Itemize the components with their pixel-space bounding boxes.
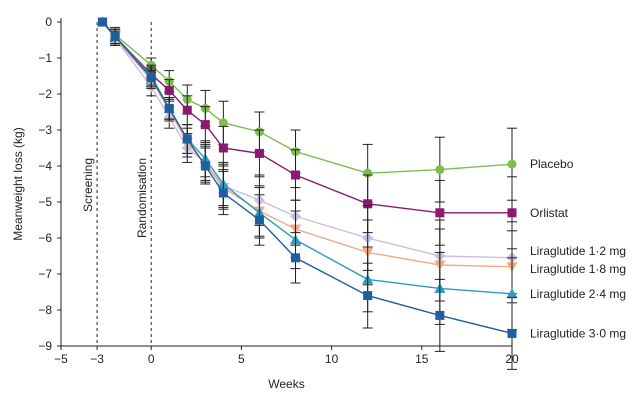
data-point (200, 120, 210, 130)
y-tick-label: −2 (38, 87, 52, 101)
axes: −5 −3 0 5 10 15 20 0−1−2−3−4−5−6−7−8−9 (38, 15, 519, 366)
data-point (435, 208, 445, 218)
data-point (110, 31, 120, 41)
y-tick-label: −8 (38, 303, 52, 317)
series-line (101, 21, 513, 268)
series-line (101, 21, 512, 214)
y-axis-title: Meanweight loss (kg) (11, 127, 25, 240)
data-point (182, 134, 192, 144)
data-point (146, 73, 156, 83)
series-layer (96, 16, 518, 370)
data-point (200, 161, 210, 171)
x-tick-label: 15 (415, 352, 429, 366)
series-liraglutide-2-4-mg (96, 16, 518, 331)
x-ticks: −5 −3 0 5 10 15 20 (54, 346, 519, 366)
data-point (435, 310, 445, 320)
data-point (363, 291, 373, 301)
series-label-liraglutide-2-4-mg: Liraglutide 2·4 mg (530, 287, 626, 301)
y-ticks: 0 −1 −2 −3 −4 −5 −6 −7 −8 −9 (38, 15, 61, 353)
x-tick-label: −5 (54, 352, 68, 366)
series-label-liraglutide-3-0-mg: Liraglutide 3·0 mg (530, 326, 626, 340)
data-point (507, 328, 517, 338)
y-tick-label: −1 (38, 51, 52, 65)
y-tick-label: −5 (38, 195, 52, 209)
event-label: Randomisation (135, 158, 149, 238)
x-tick-label: 0 (148, 352, 155, 366)
x-axis-title: Weeks (268, 377, 304, 391)
y-tick-label: −7 (38, 267, 52, 281)
x-tick-label: −3 (90, 352, 104, 366)
series-label-placebo: Placebo (530, 157, 574, 171)
y-tick-label: 0 (45, 15, 52, 29)
series-line (101, 21, 513, 295)
data-point (254, 215, 264, 225)
data-point (363, 199, 373, 209)
data-point (506, 288, 518, 299)
series-label-liraglutide-1-8-mg: Liraglutide 1·8 mg (530, 262, 626, 276)
event-label: Screening (81, 158, 95, 212)
data-point (291, 253, 301, 263)
data-point (164, 103, 174, 113)
data-point (435, 165, 445, 175)
series-orlistat (97, 17, 517, 250)
x-tick-label: 5 (238, 352, 245, 366)
event-annotations: Screening Randomisation (81, 22, 152, 346)
series-placebo (97, 17, 517, 203)
data-point (254, 148, 264, 158)
y-tick-label: −3 (38, 123, 52, 137)
series-line (101, 21, 513, 259)
data-point (164, 85, 174, 95)
data-point (291, 170, 301, 180)
series-label-liraglutide-1-2-mg: Liraglutide 1·2 mg (530, 244, 626, 258)
series-labels: Placebo Orlistat Liraglutide 1·2 mg Liraglu… (530, 157, 626, 340)
series-liraglutide-1-8-mg (96, 17, 518, 304)
x-tick-label: 10 (325, 352, 339, 366)
series-label-orlistat: Orlistat (530, 206, 569, 220)
series-line (101, 21, 513, 335)
data-point (507, 208, 517, 218)
data-point (218, 143, 228, 153)
data-point (218, 118, 228, 128)
series-liraglutide-3-0-mg (97, 17, 517, 370)
series-line (101, 21, 513, 174)
data-point (507, 159, 517, 169)
data-point (97, 17, 107, 27)
data-point (218, 188, 228, 198)
y-tick-label: −4 (38, 159, 52, 173)
y-tick-label: −9 (38, 339, 52, 353)
data-point (182, 105, 192, 115)
y-tick-label: −6 (38, 231, 52, 245)
